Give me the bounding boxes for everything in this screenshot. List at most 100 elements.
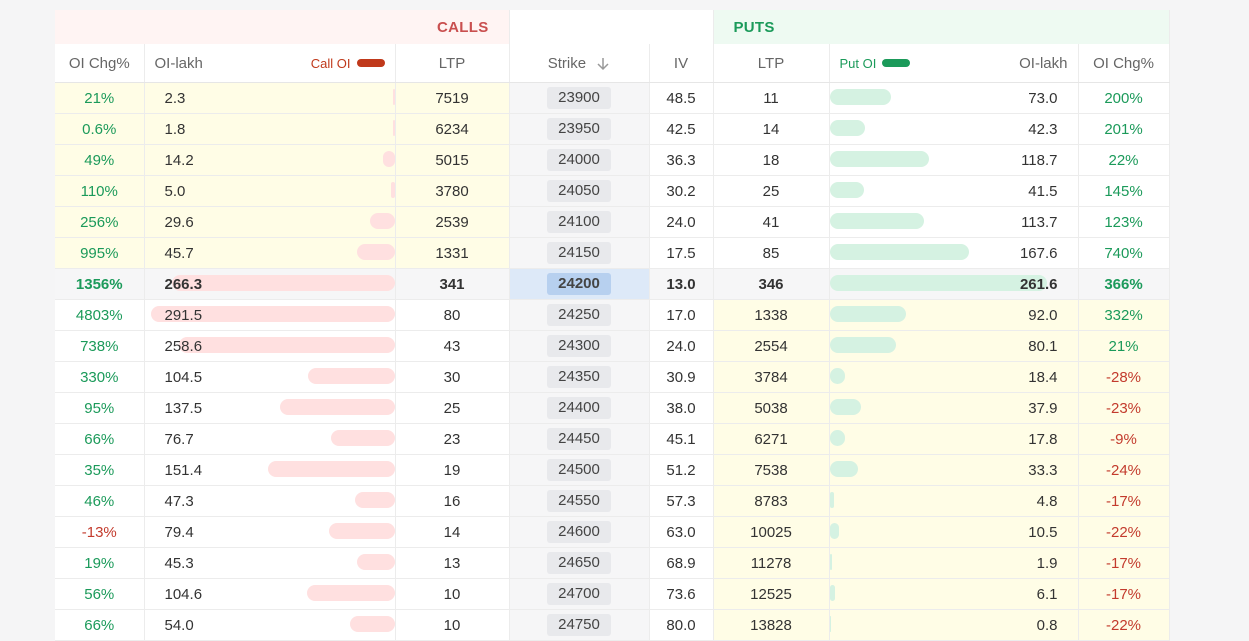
call-oi-cell: 45.3 (144, 547, 396, 579)
iv-value: 63.0 (649, 516, 714, 548)
chain-row[interactable]: 95% 137.5 25 24400 38.0 5038 37.9 -23% (55, 392, 1170, 424)
chain-row[interactable]: 66% 76.7 23 24450 45.1 6271 17.8 -9% (55, 423, 1170, 455)
call-ltp[interactable]: 19 (395, 454, 510, 486)
strike-cell[interactable]: 24450 (509, 423, 650, 455)
call-oi-cell: 151.4 (144, 454, 396, 486)
strike-cell[interactable]: 24050 (509, 175, 650, 207)
call-ltp[interactable]: 10 (395, 578, 510, 610)
put-oi-chg-header[interactable]: OI Chg% (1078, 44, 1170, 83)
chain-row[interactable]: 46% 47.3 16 24550 57.3 8783 4.8 -17% (55, 485, 1170, 517)
call-ltp[interactable]: 23 (395, 423, 510, 455)
chain-row[interactable]: 4803% 291.5 80 24250 17.0 1338 92.0 332% (55, 299, 1170, 331)
chain-row[interactable]: 330% 104.5 30 24350 30.9 3784 18.4 -28% (55, 361, 1170, 393)
put-ltp[interactable]: 41 (713, 206, 830, 238)
strike-cell[interactable]: 24550 (509, 485, 650, 517)
call-ltp[interactable]: 2539 (395, 206, 510, 238)
chain-row[interactable]: 66% 54.0 10 24750 80.0 13828 0.8 -22% (55, 609, 1170, 641)
call-oi-chg-header[interactable]: OI Chg% (55, 44, 145, 83)
put-ltp[interactable]: 8783 (713, 485, 830, 517)
put-ltp[interactable]: 12525 (713, 578, 830, 610)
call-oi-value: 14.2 (164, 151, 194, 169)
call-ltp[interactable]: 16 (395, 485, 510, 517)
put-ltp-header[interactable]: LTP (713, 44, 830, 83)
call-ltp[interactable]: 30 (395, 361, 510, 393)
call-oi-value: 2.3 (164, 89, 186, 107)
put-ltp[interactable]: 11 (713, 82, 830, 114)
chain-row[interactable]: 21% 2.3 7519 23900 48.5 11 73.0 200% (55, 82, 1170, 114)
chain-row[interactable]: 56% 104.6 10 24700 73.6 12525 6.1 -17% (55, 578, 1170, 610)
put-ltp[interactable]: 85 (713, 237, 830, 269)
call-oi-chg: 110% (55, 175, 145, 207)
call-ltp[interactable]: 5015 (395, 144, 510, 176)
strike-cell[interactable]: 24600 (509, 516, 650, 548)
call-ltp[interactable]: 7519 (395, 82, 510, 114)
strike-cell[interactable]: 24400 (509, 392, 650, 424)
strike-cell[interactable]: 23950 (509, 113, 650, 145)
put-ltp[interactable]: 3784 (713, 361, 830, 393)
put-ltp[interactable]: 11278 (713, 547, 830, 579)
call-oi-bar (390, 182, 395, 198)
sort-down-arrow-icon (597, 57, 609, 70)
call-ltp[interactable]: 10 (395, 609, 510, 641)
option-chain: CALLS PUTS OI Chg% OI-lakh Call OI LTP (55, 10, 1170, 641)
call-oi-chg: -13% (55, 516, 145, 548)
chain-row[interactable]: 738% 258.6 43 24300 24.0 2554 80.1 21% (55, 330, 1170, 362)
put-ltp[interactable]: 6271 (713, 423, 830, 455)
call-oi-lakh-header[interactable]: OI-lakh Call OI (144, 44, 396, 83)
put-ltp[interactable]: 5038 (713, 392, 830, 424)
put-ltp[interactable]: 18 (713, 144, 830, 176)
call-oi-chg: 330% (55, 361, 145, 393)
strike-cell[interactable]: 24500 (509, 454, 650, 486)
strike-cell[interactable]: 24100 (509, 206, 650, 238)
strike-cell[interactable]: 24300 (509, 330, 650, 362)
chain-row[interactable]: 0.6% 1.8 6234 23950 42.5 14 42.3 201% (55, 113, 1170, 145)
call-oi-chg: 4803% (55, 299, 145, 331)
strike-cell[interactable]: 24700 (509, 578, 650, 610)
strike-cell[interactable]: 24250 (509, 299, 650, 331)
strike-cell[interactable]: 24350 (509, 361, 650, 393)
put-ltp[interactable]: 25 (713, 175, 830, 207)
strike-price: 24600 (547, 521, 611, 543)
put-ltp[interactable]: 10025 (713, 516, 830, 548)
strike-header[interactable]: Strike (509, 44, 650, 83)
call-ltp[interactable]: 341 (395, 268, 510, 300)
chain-row[interactable]: 256% 29.6 2539 24100 24.0 41 113.7 123% (55, 206, 1170, 238)
strike-cell[interactable]: 24650 (509, 547, 650, 579)
put-oi-lakh-header[interactable]: Put OI OI-lakh (829, 44, 1079, 83)
put-oi-chg: -9% (1078, 423, 1170, 455)
call-ltp-header[interactable]: LTP (395, 44, 510, 83)
chain-row[interactable]: 35% 151.4 19 24500 51.2 7538 33.3 -24% (55, 454, 1170, 486)
chain-row[interactable]: 995% 45.7 1331 24150 17.5 85 167.6 740% (55, 237, 1170, 269)
put-oi-bar (829, 213, 924, 229)
put-ltp[interactable]: 13828 (713, 609, 830, 641)
call-ltp[interactable]: 3780 (395, 175, 510, 207)
strike-cell[interactable]: 24200 (509, 268, 650, 300)
put-ltp[interactable]: 2554 (713, 330, 830, 362)
call-ltp[interactable]: 43 (395, 330, 510, 362)
call-ltp[interactable]: 80 (395, 299, 510, 331)
call-ltp[interactable]: 1331 (395, 237, 510, 269)
strike-cell[interactable]: 24150 (509, 237, 650, 269)
chain-row[interactable]: 19% 45.3 13 24650 68.9 11278 1.9 -17% (55, 547, 1170, 579)
call-ltp[interactable]: 14 (395, 516, 510, 548)
put-oi-value: 167.6 (1019, 244, 1058, 262)
strike-cell[interactable]: 24750 (509, 609, 650, 641)
put-oi-bar (829, 306, 906, 322)
chain-row[interactable]: 110% 5.0 3780 24050 30.2 25 41.5 145% (55, 175, 1170, 207)
chain-row[interactable]: 49% 14.2 5015 24000 36.3 18 118.7 22% (55, 144, 1170, 176)
iv-header[interactable]: IV (649, 44, 714, 83)
strike-price: 24050 (547, 180, 611, 202)
put-ltp[interactable]: 14 (713, 113, 830, 145)
call-ltp[interactable]: 25 (395, 392, 510, 424)
put-ltp[interactable]: 346 (713, 268, 830, 300)
call-oi-cell: 29.6 (144, 206, 396, 238)
strike-cell[interactable]: 23900 (509, 82, 650, 114)
chain-row[interactable]: 1356% 266.3 341 24200 13.0 346 261.6 366% (55, 268, 1170, 300)
put-ltp[interactable]: 7538 (713, 454, 830, 486)
call-ltp[interactable]: 13 (395, 547, 510, 579)
chain-row[interactable]: -13% 79.4 14 24600 63.0 10025 10.5 -22% (55, 516, 1170, 548)
call-oi-chg: 738% (55, 330, 145, 362)
put-ltp[interactable]: 1338 (713, 299, 830, 331)
strike-cell[interactable]: 24000 (509, 144, 650, 176)
call-ltp[interactable]: 6234 (395, 113, 510, 145)
